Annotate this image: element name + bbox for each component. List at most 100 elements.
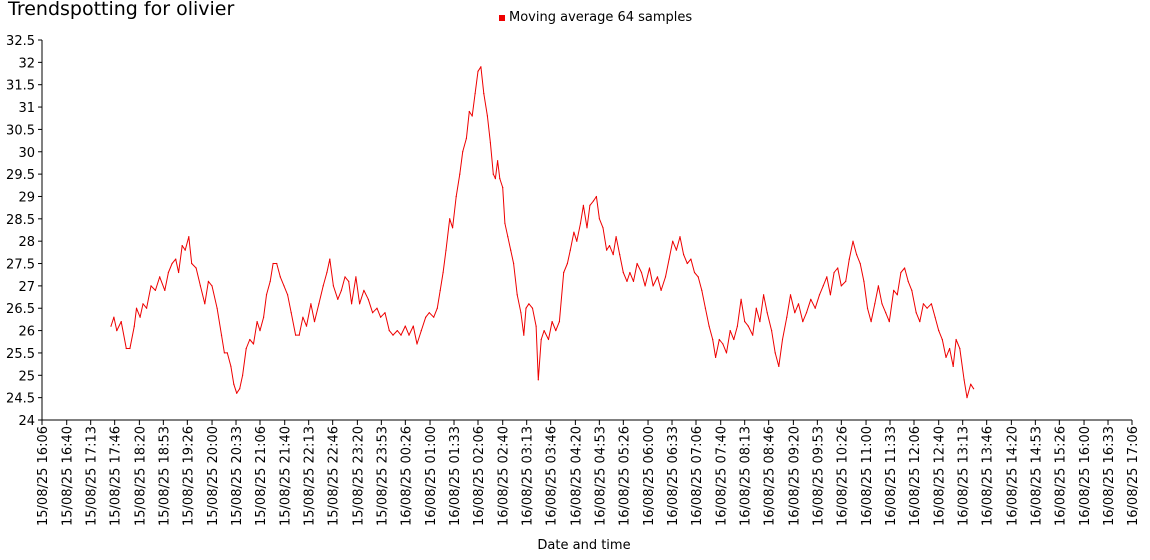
data-point — [159, 276, 161, 278]
data-point — [740, 298, 742, 300]
data-point — [636, 262, 638, 265]
data-point — [477, 70, 479, 72]
data-point — [573, 231, 575, 233]
data-point — [626, 280, 628, 282]
data-point — [216, 307, 218, 309]
data-point — [922, 303, 925, 305]
x-tick-label: 16/08/25 07:40 — [715, 426, 730, 526]
data-point — [919, 321, 921, 323]
x-tick-label: 16/08/25 11:00 — [860, 426, 875, 526]
data-point — [322, 285, 324, 287]
data-point — [576, 240, 578, 242]
data-point — [459, 173, 461, 175]
data-point — [120, 321, 122, 323]
data-point — [722, 343, 724, 345]
data-point — [683, 254, 685, 256]
y-tick-label: 26.5 — [6, 302, 35, 317]
data-point — [955, 338, 957, 341]
data-point — [941, 338, 943, 341]
y-tick-label: 29.5 — [6, 168, 35, 183]
x-tick-label: 16/08/25 10:26 — [835, 426, 850, 526]
x-tick-label: 15/08/25 17:46 — [109, 426, 124, 526]
data-point — [771, 330, 773, 332]
y-tick-label: 27.5 — [6, 258, 35, 273]
data-point — [310, 303, 312, 305]
data-point — [110, 325, 112, 327]
data-point — [305, 325, 308, 327]
y-tick-label: 30.5 — [6, 123, 35, 138]
data-point — [233, 383, 235, 385]
data-point — [449, 218, 451, 220]
y-tick-label: 24.5 — [6, 392, 35, 407]
data-point — [499, 178, 501, 180]
data-point — [372, 312, 374, 314]
x-tick-label: 16/08/25 05:26 — [617, 426, 632, 526]
data-point — [525, 307, 527, 309]
data-point — [223, 352, 225, 354]
data-point — [252, 343, 255, 345]
x-tick-label: 15/08/25 21:06 — [254, 426, 269, 526]
x-tick-label: 16/08/25 04:20 — [569, 426, 584, 526]
data-point — [615, 236, 617, 238]
data-point — [388, 330, 390, 332]
data-point — [622, 271, 624, 274]
data-point — [348, 280, 350, 282]
data-point — [384, 312, 386, 314]
data-point — [794, 312, 796, 314]
data-point — [870, 321, 872, 323]
data-point — [822, 285, 824, 287]
data-point — [896, 294, 898, 296]
data-point — [188, 236, 190, 238]
data-point — [586, 227, 588, 229]
data-point — [805, 312, 808, 314]
x-tick-label: 16/08/25 06:33 — [666, 426, 681, 526]
data-point — [340, 289, 342, 291]
data-point — [154, 289, 156, 291]
data-point — [540, 338, 542, 341]
data-point — [802, 321, 804, 323]
y-tick-label: 28 — [18, 235, 35, 250]
data-point — [442, 271, 444, 274]
data-point — [184, 249, 186, 251]
data-point — [178, 271, 180, 274]
data-point — [171, 262, 173, 265]
data-point — [569, 249, 571, 251]
data-point — [547, 338, 550, 341]
data-point — [945, 356, 947, 358]
y-axis: 24 24.5 25 25.5 26 26.5 27 27.5 28 28.5 29 29.5 30 30… — [6, 34, 43, 429]
data-point — [589, 204, 591, 206]
data-point — [701, 289, 703, 291]
y-tick-label: 28.5 — [6, 213, 35, 228]
x-tick-label: 16/08/25 13:13 — [957, 426, 972, 526]
data-point — [167, 271, 169, 274]
data-point — [256, 321, 258, 323]
x-tick-label: 15/08/25 18:53 — [157, 426, 172, 526]
data-point — [497, 160, 499, 162]
data-point — [528, 303, 530, 305]
data-point — [318, 303, 320, 305]
data-point — [326, 271, 328, 274]
data-point — [558, 321, 561, 323]
data-point — [329, 258, 331, 260]
data-point — [425, 316, 427, 318]
data-point — [778, 365, 780, 367]
data-point — [468, 110, 470, 113]
y-tick-label: 32.5 — [6, 34, 35, 49]
legend-label: Moving average 64 samples — [509, 10, 693, 25]
x-tick-label: 16/08/25 03:13 — [521, 426, 536, 526]
data-point — [797, 303, 800, 305]
data-point — [129, 347, 131, 350]
data-point — [725, 352, 728, 354]
data-point — [566, 262, 569, 265]
data-point — [230, 365, 232, 367]
data-point — [146, 307, 148, 309]
chart-legend: Moving average 64 samples — [499, 10, 692, 25]
data-point — [818, 294, 821, 296]
data-point — [265, 294, 268, 296]
data-point — [465, 137, 467, 139]
data-point — [859, 262, 861, 265]
x-tick-label: 16/08/25 14:53 — [1029, 426, 1044, 526]
data-point — [938, 330, 940, 332]
x-tick-label: 16/08/25 07:06 — [690, 426, 705, 526]
